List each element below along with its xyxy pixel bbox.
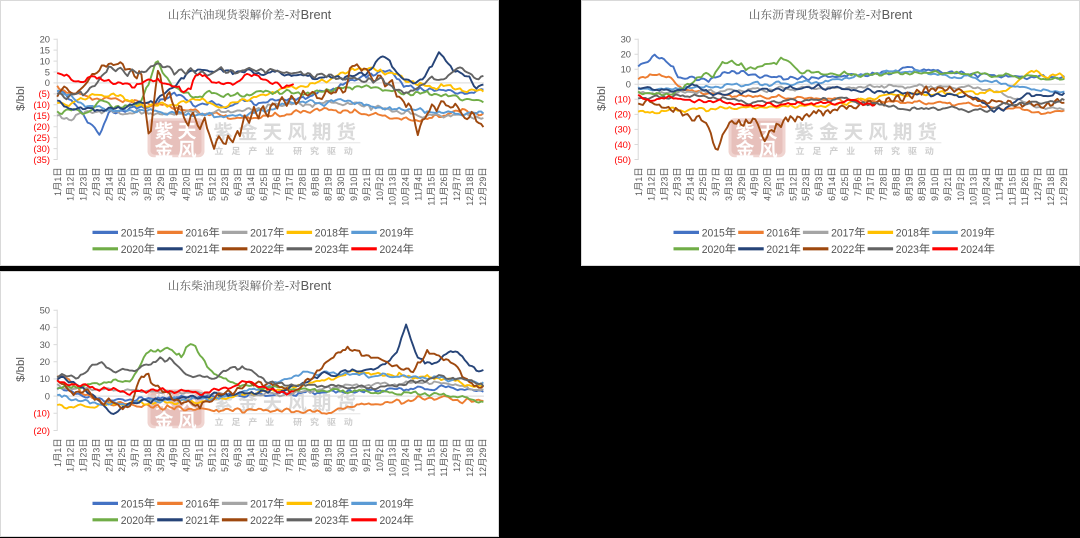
svg-text:20: 20 — [40, 34, 50, 45]
svg-text:(40): (40) — [614, 139, 631, 150]
svg-text:10: 10 — [40, 373, 50, 384]
svg-text:15: 15 — [40, 44, 50, 55]
svg-text:-: - — [285, 278, 289, 293]
svg-text:20: 20 — [40, 356, 50, 367]
svg-text:(25): (25) — [33, 132, 50, 143]
svg-text:-: - — [866, 7, 870, 22]
svg-text:0: 0 — [45, 390, 50, 401]
svg-text:$/bbl: $/bbl — [15, 357, 27, 382]
svg-text:10: 10 — [40, 55, 50, 66]
svg-text:(10): (10) — [33, 99, 50, 110]
svg-text:20: 20 — [621, 49, 631, 60]
svg-text:(50): (50) — [614, 154, 631, 165]
svg-text:5: 5 — [45, 66, 50, 77]
svg-text:30: 30 — [40, 339, 50, 350]
svg-text:Brent: Brent — [301, 7, 332, 22]
svg-text:-: - — [285, 7, 289, 22]
svg-text:0: 0 — [45, 77, 50, 88]
svg-text:(20): (20) — [33, 425, 50, 436]
svg-text:(30): (30) — [614, 124, 631, 135]
svg-text:(15): (15) — [33, 110, 50, 121]
svg-text:(10): (10) — [33, 408, 50, 419]
svg-text:40: 40 — [40, 322, 50, 333]
svg-text:$/bbl: $/bbl — [15, 86, 27, 111]
svg-text:Brent: Brent — [301, 278, 332, 293]
svg-text:(30): (30) — [33, 143, 50, 154]
svg-text:0: 0 — [626, 79, 631, 90]
svg-text:(35): (35) — [33, 154, 50, 165]
svg-text:(20): (20) — [614, 109, 631, 120]
svg-text:30: 30 — [621, 34, 631, 45]
svg-text:$/bbl: $/bbl — [596, 86, 608, 111]
svg-text:(5): (5) — [39, 88, 50, 99]
svg-text:50: 50 — [40, 305, 50, 316]
svg-text:Brent: Brent — [882, 7, 913, 22]
svg-text:(10): (10) — [614, 94, 631, 105]
svg-text:10: 10 — [621, 64, 631, 75]
svg-text:(20): (20) — [33, 121, 50, 132]
